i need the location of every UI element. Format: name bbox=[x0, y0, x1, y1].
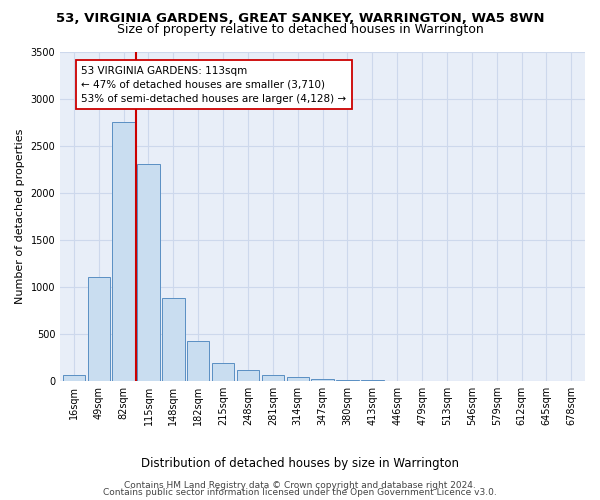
Text: Size of property relative to detached houses in Warrington: Size of property relative to detached ho… bbox=[116, 22, 484, 36]
Bar bbox=[212, 364, 234, 381]
Y-axis label: Number of detached properties: Number of detached properties bbox=[15, 128, 25, 304]
Bar bbox=[262, 374, 284, 381]
Bar bbox=[237, 370, 259, 381]
Bar bbox=[162, 298, 185, 381]
Bar bbox=[112, 122, 135, 381]
Text: Distribution of detached houses by size in Warrington: Distribution of detached houses by size … bbox=[141, 458, 459, 470]
Text: 53, VIRGINIA GARDENS, GREAT SANKEY, WARRINGTON, WA5 8WN: 53, VIRGINIA GARDENS, GREAT SANKEY, WARR… bbox=[56, 12, 544, 26]
Bar bbox=[137, 164, 160, 381]
Text: 53 VIRGINIA GARDENS: 113sqm
← 47% of detached houses are smaller (3,710)
53% of : 53 VIRGINIA GARDENS: 113sqm ← 47% of det… bbox=[82, 66, 346, 104]
Text: Contains public sector information licensed under the Open Government Licence v3: Contains public sector information licen… bbox=[103, 488, 497, 497]
Bar bbox=[311, 379, 334, 381]
Bar bbox=[88, 278, 110, 381]
Text: Contains HM Land Registry data © Crown copyright and database right 2024.: Contains HM Land Registry data © Crown c… bbox=[124, 480, 476, 490]
Bar bbox=[62, 375, 85, 381]
Bar bbox=[336, 380, 359, 381]
Bar bbox=[287, 377, 309, 381]
Bar bbox=[187, 342, 209, 381]
